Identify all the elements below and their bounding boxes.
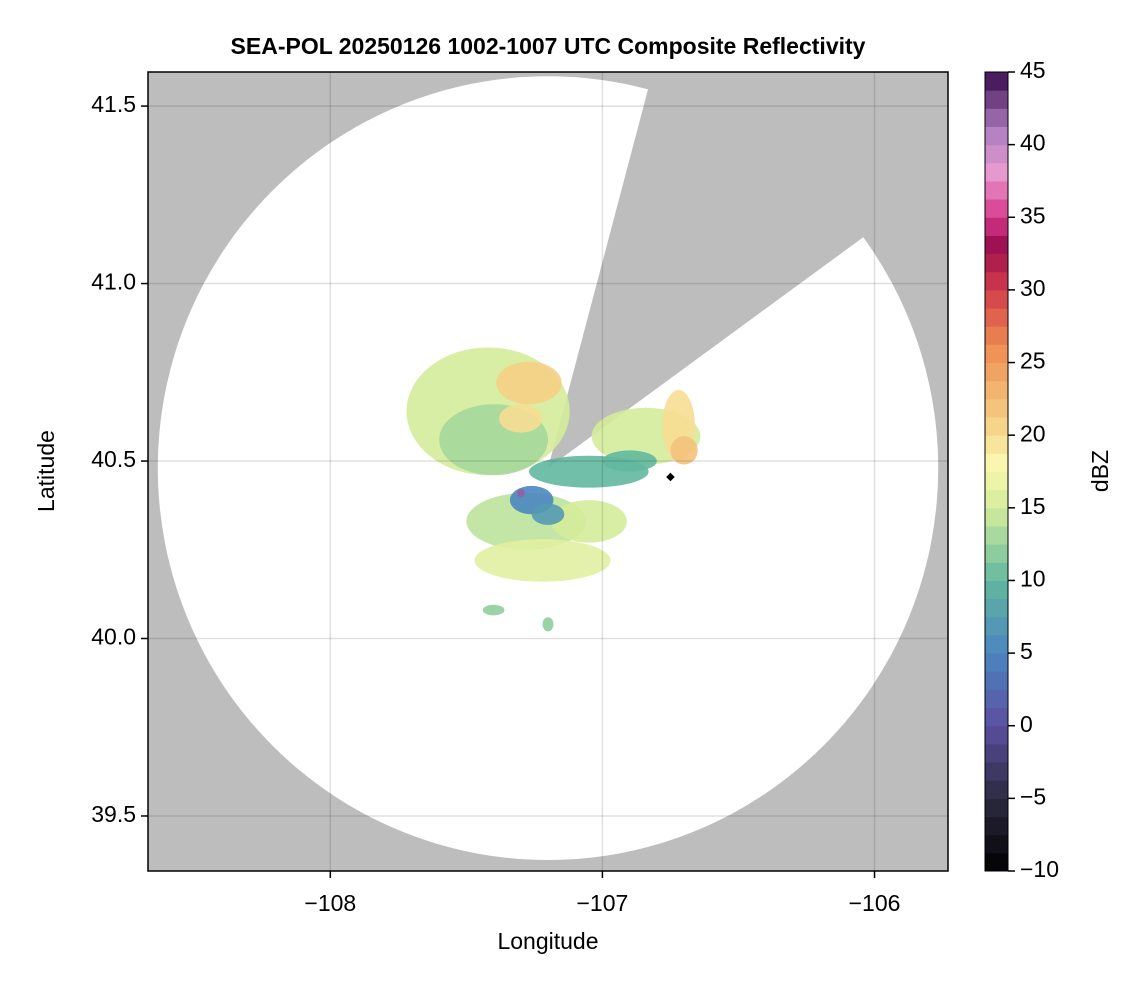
colorbar-step [985, 253, 1008, 273]
colorbar-tick-label: 40 [1020, 130, 1046, 156]
colorbar-step [985, 689, 1008, 709]
colorbar-step [985, 344, 1008, 364]
colorbar-step [985, 72, 1008, 91]
y-tick-label: 40.5 [91, 446, 136, 472]
colorbar-tick-label: 25 [1020, 348, 1046, 374]
echo [602, 450, 657, 472]
colorbar-tick-label: 20 [1020, 420, 1046, 446]
colorbar-step [985, 162, 1008, 182]
colorbar-step [985, 598, 1008, 618]
colorbar-tick-label: 10 [1020, 566, 1046, 592]
colorbar-tick-label: −5 [1020, 783, 1046, 809]
colorbar-step [985, 489, 1008, 509]
chart-title: SEA-POL 20250126 1002-1007 UTC Composite… [231, 33, 866, 59]
colorbar-step [985, 471, 1008, 491]
colorbar-step [985, 289, 1008, 309]
colorbar-tick-label: 15 [1020, 493, 1046, 519]
colorbar-step [985, 108, 1008, 127]
colorbar-step [985, 780, 1008, 799]
colorbar-tick-label: 45 [1020, 57, 1046, 83]
colorbar-step [985, 616, 1008, 636]
colorbar-step [985, 725, 1008, 745]
colorbar-step [985, 544, 1008, 563]
y-tick-label: 40.0 [91, 624, 136, 650]
colorbar-step [985, 707, 1008, 727]
colorbar-step [985, 852, 1008, 872]
colorbar-step [985, 653, 1008, 672]
x-tick-label: −106 [849, 890, 901, 916]
x-axis-label: Longitude [497, 928, 598, 954]
colorbar-step [985, 199, 1008, 218]
x-tick-label: −107 [577, 890, 629, 916]
colorbar-tick-label: −10 [1020, 856, 1059, 882]
colorbar-step [985, 762, 1008, 781]
colorbar-tick-label: 30 [1020, 275, 1046, 301]
y-tick-label: 41.0 [91, 269, 136, 295]
colorbar-step [985, 144, 1008, 164]
colorbar-step [985, 380, 1008, 400]
colorbar-step [985, 507, 1008, 527]
colorbar-step [985, 308, 1008, 327]
colorbar-step [985, 326, 1008, 345]
colorbar-step [985, 362, 1008, 382]
colorbar-step [985, 671, 1008, 690]
colorbar-step [985, 562, 1008, 581]
colorbar-step [985, 580, 1008, 600]
y-axis-label: Latitude [33, 430, 59, 512]
colorbar-step [985, 398, 1008, 418]
echo [531, 503, 565, 525]
colorbar-step [985, 417, 1008, 436]
echo [550, 500, 627, 543]
colorbar-step [985, 453, 1008, 472]
colorbar-step [985, 435, 1008, 454]
echo [474, 539, 611, 582]
colorbar-step [985, 126, 1008, 146]
colorbar-step [985, 180, 1008, 200]
y-tick-label: 41.5 [91, 91, 136, 117]
echo [670, 436, 698, 465]
colorbar-step [985, 525, 1008, 545]
y-tick-label: 39.5 [91, 801, 136, 827]
colorbar-tick-label: 5 [1020, 638, 1033, 664]
plot-area [148, 72, 948, 871]
blocked-sector [548, 72, 948, 469]
colorbar-label: dBZ [1087, 450, 1113, 492]
echo [499, 404, 543, 433]
colorbar-step [985, 634, 1008, 654]
plot-frame [147, 71, 949, 872]
colorbar-step [985, 217, 1008, 236]
colorbar-tick-label: 0 [1020, 711, 1033, 737]
colorbar-step [985, 235, 1008, 255]
colorbar-step [985, 743, 1008, 763]
colorbar-step [985, 90, 1008, 109]
echo [482, 604, 505, 616]
colorbar-step [985, 834, 1008, 854]
site-marker [664, 471, 677, 483]
echo [496, 361, 562, 405]
echo [542, 617, 554, 632]
colorbar-step [985, 798, 1008, 818]
colorbar-frame [984, 71, 1009, 872]
x-tick-label: −108 [304, 890, 356, 916]
colorbar-step [985, 271, 1008, 291]
colorbar-step [985, 816, 1008, 836]
colorbar-tick-label: 35 [1020, 202, 1046, 228]
echo [516, 488, 525, 498]
